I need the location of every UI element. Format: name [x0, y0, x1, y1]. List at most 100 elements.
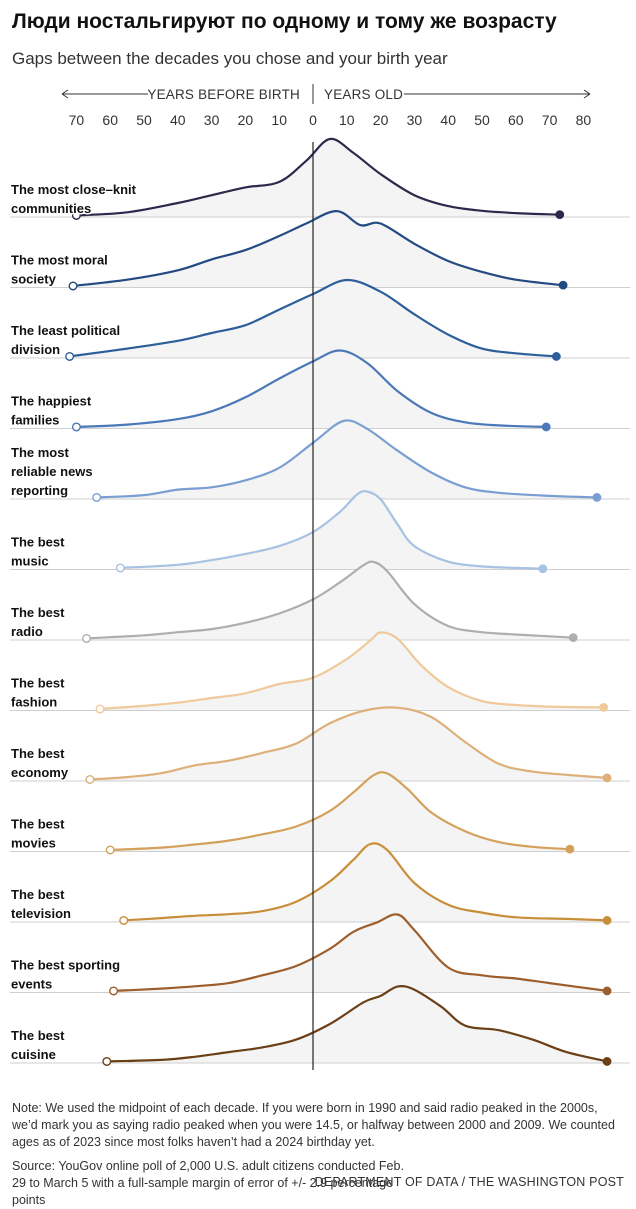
- row-label: radio: [11, 624, 43, 639]
- x-tick-label: 80: [576, 112, 592, 128]
- ridge-line: [76, 349, 547, 428]
- row-label-halo: families: [11, 413, 59, 428]
- ridge-area: [73, 211, 564, 288]
- ridge-max-marker: [599, 702, 609, 712]
- ridge-max-marker: [538, 564, 548, 574]
- ridgeline-chart: YEARS BEFORE BIRTH YEARS OLD 70 60 50 40 30 20 1…: [10, 84, 630, 1070]
- row-label: movies: [11, 836, 56, 851]
- ridge-max-marker: [602, 986, 612, 996]
- row-label-halo: radio: [11, 624, 43, 639]
- ridge-min-marker: [71, 422, 81, 432]
- x-tick-label: 20: [238, 112, 254, 128]
- chart-title: Люди ностальгируют по одному и тому же в…: [12, 10, 557, 33]
- ridge-min-marker: [92, 492, 102, 502]
- x-tick-label: 10: [271, 112, 287, 128]
- row-label: reliable news: [11, 464, 93, 479]
- x-tick-label: 50: [474, 112, 490, 128]
- ridge-area: [86, 561, 574, 640]
- x-tick-label: 60: [102, 112, 118, 128]
- x-tick-label: 40: [440, 112, 456, 128]
- ridge-max-marker: [568, 633, 578, 643]
- ridge-area: [89, 707, 608, 781]
- ridge-max-marker: [602, 916, 612, 925]
- ridge-min-marker: [105, 845, 115, 855]
- x-tick-label: 20: [373, 112, 389, 128]
- ridge-max-marker: [565, 844, 575, 854]
- row-label-halo: economy: [11, 765, 69, 780]
- row-label: The best: [11, 535, 65, 550]
- ridge-min-marker: [119, 915, 129, 925]
- axis-right-arrowhead: [583, 89, 591, 99]
- ridge-max-marker: [551, 352, 561, 361]
- row-label: The happiest: [11, 394, 92, 409]
- x-tick-label: 60: [508, 112, 524, 128]
- ridge-min-marker: [85, 774, 95, 784]
- ridge-min-marker: [71, 210, 81, 220]
- row-label: events: [11, 977, 52, 992]
- ridge-line: [123, 842, 608, 922]
- ridge-max-marker: [592, 493, 602, 502]
- row-label: The most close–knit: [11, 182, 137, 197]
- row-label-halo: The best: [11, 676, 65, 691]
- row-label-halo: The happiest: [11, 394, 92, 409]
- x-tick-label: 40: [170, 112, 186, 128]
- chart-credit: DEPARTMENT OF DATA / THE WASHINGTON POST: [314, 1175, 624, 1189]
- row-label-halo: The best: [11, 817, 65, 832]
- ridge-max-marker: [558, 280, 568, 290]
- ridge-line: [96, 419, 597, 499]
- x-tick-label: 70: [542, 112, 558, 128]
- ridge-min-marker: [109, 986, 119, 996]
- x-tick-label: 0: [309, 112, 317, 128]
- row-label: television: [11, 906, 71, 921]
- row-label: The most moral: [11, 253, 108, 268]
- row-label-halo: The best: [11, 605, 65, 620]
- chart-note: Note: We used the midpoint of each decad…: [12, 1101, 615, 1149]
- row-label-halo: The most close–knit: [11, 182, 137, 197]
- row-label-halo: reliable news: [11, 464, 93, 479]
- x-tick-label: 70: [69, 112, 85, 128]
- ridge-line: [106, 985, 608, 1063]
- ridge-min-marker: [82, 633, 92, 643]
- ridge-area: [76, 350, 547, 429]
- row-label: division: [11, 342, 60, 357]
- row-label: The best: [11, 676, 65, 691]
- axis-right-label: YEARS OLD: [324, 87, 403, 102]
- row-label-halo: music: [11, 554, 49, 569]
- ridge-min-marker: [95, 704, 105, 714]
- row-label-halo: The least political: [11, 323, 120, 338]
- row-label: The best sporting: [11, 958, 120, 973]
- row-label-halo: The best: [11, 535, 65, 550]
- row-label-halo: movies: [11, 836, 56, 851]
- x-tick-label: 10: [339, 112, 355, 128]
- x-tick-label: 50: [136, 112, 152, 128]
- ridge-line: [69, 278, 557, 358]
- row-label: economy: [11, 765, 69, 780]
- row-label-halo: communities: [11, 201, 91, 216]
- ridge-max-marker: [602, 773, 612, 783]
- ridge-line: [113, 913, 608, 992]
- row-label: music: [11, 554, 49, 569]
- ridge-area: [106, 986, 608, 1063]
- row-label: The most: [11, 445, 69, 460]
- row-label-halo: The best: [11, 746, 65, 761]
- ridge-max-marker: [602, 1057, 612, 1066]
- chart-source: Source: YouGov online poll of 2,000 U.S.…: [12, 1159, 404, 1207]
- axis-left-arrowhead: [61, 89, 69, 99]
- ridge-min-marker: [68, 281, 78, 291]
- row-label: The best: [11, 817, 65, 832]
- row-label-halo: reporting: [11, 483, 68, 498]
- ridge-line: [120, 490, 543, 570]
- ridge-area: [120, 491, 543, 570]
- row-label: reporting: [11, 483, 68, 498]
- row-label: cuisine: [11, 1047, 56, 1062]
- row-label-halo: The best: [11, 1028, 65, 1043]
- row-label: fashion: [11, 695, 57, 710]
